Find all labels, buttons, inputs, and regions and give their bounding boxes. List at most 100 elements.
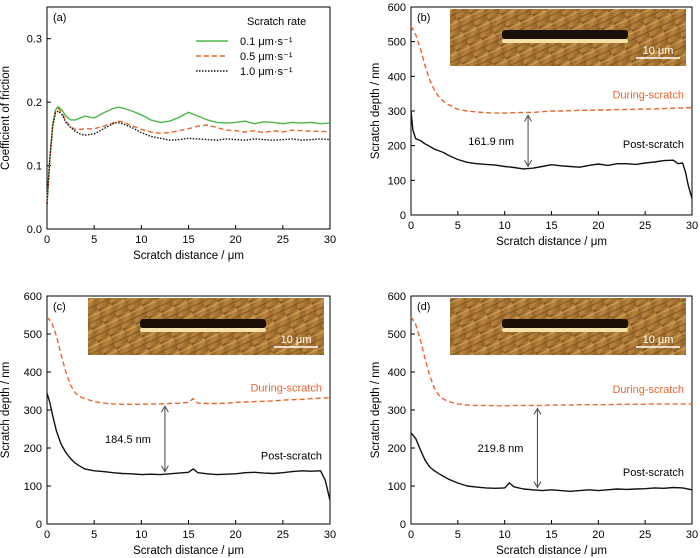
post-scratch-label-d: Post-scratch [623,467,684,479]
y-tick-label-d-1: 100 [388,481,406,493]
y-tick-label-b-2: 200 [388,141,406,153]
series-line-a-1 [46,107,331,204]
y-tick-label-a-1: 0.1 [27,161,42,173]
series-line-a-0 [46,105,331,204]
x-ticks-a: 0 5 10 15 20 25 30 [44,225,336,246]
x-axis-label-d: Scratch distance / μm [496,545,607,557]
arrowhead-up-d [533,407,542,415]
depth-annotation-d: 219.8 nm [478,407,542,489]
post-scratch-label-b: Post-scratch [623,139,684,151]
legend: Scratch rate 0.1 μm·s⁻¹ 0.5 μm·s⁻¹ 1.0 μ… [196,16,306,78]
afm-pileup-b [502,39,628,43]
y-tick-label-b-5: 500 [388,37,406,49]
y-tick-label-c-5: 500 [24,329,42,341]
y-tick-label-d-2: 200 [388,443,406,455]
series-line-b-0 [410,25,693,114]
during-scratch-label-d: During-scratch [612,384,684,396]
series-line-a-2 [46,110,331,204]
x-axis-label-a: Scratch distance / μm [133,250,244,262]
x-tick-label-c-4: 20 [230,529,242,541]
afm-pileup-c [140,328,266,332]
y-axis-label-b: Scratch depth / nm [370,63,382,160]
series-group-c [46,316,331,501]
x-tick-label-c-0: 0 [44,529,50,541]
panel-label-b: (b) [417,12,430,24]
x-tick-label-b-2: 10 [499,220,511,232]
x-tick-label-d-5: 25 [639,529,651,541]
y-tick-label-a-2: 0.2 [27,97,42,109]
x-tick-label-a-4: 20 [230,234,242,246]
legend-label-2: 1.0 μm·s⁻¹ [240,66,293,78]
series-line-d-1 [410,432,693,492]
y-tick-label-d-6: 600 [388,291,406,303]
afm-scratch-groove-c [140,319,266,328]
series-line-c-0 [46,316,331,405]
afm-scratch-groove-b [502,30,628,39]
y-tick-label-c-1: 100 [24,481,42,493]
x-tick-label-a-3: 15 [182,234,194,246]
y-tick-label-c-2: 200 [24,443,42,455]
x-axis-label-c: Scratch distance / μm [133,545,244,557]
y-ticks-c: 0 100 200 300 400 500 600 [24,291,51,531]
y-axis-label-c: Scratch depth / nm [0,362,12,459]
y-tick-label-a-0: 0.0 [27,224,42,236]
afm-pileup-d [502,328,628,332]
y-ticks-a: 0.0 0.1 0.2 0.3 [27,34,51,236]
y-tick-label-c-6: 600 [24,291,42,303]
x-tick-label-d-0: 0 [408,529,414,541]
y-tick-label-d-5: 500 [388,329,406,341]
y-tick-label-b-3: 300 [388,106,406,118]
x-ticks-d: 0 5 10 15 20 25 30 [408,520,698,541]
depth-annotation-b: 161.9 nm [468,114,533,168]
during-scratch-label-c: During-scratch [250,383,322,395]
x-tick-label-b-1: 5 [455,220,461,232]
x-tick-label-a-2: 10 [135,234,147,246]
y-axis-label-a: Coefficient of friction [0,66,12,170]
legend-label-0: 0.1 μm·s⁻¹ [240,36,293,48]
x-ticks-b: 0 5 10 15 20 25 30 [408,211,698,232]
x-tick-label-d-3: 15 [545,529,557,541]
arrowhead-down-c [160,465,169,473]
afm-inset-d: 10 μm [450,298,686,355]
x-tick-label-c-6: 30 [324,529,336,541]
x-axis-label-b: Scratch distance / μm [496,236,607,248]
x-tick-label-a-1: 5 [91,234,97,246]
y-tick-label-b-6: 600 [388,2,406,14]
y-tick-label-c-3: 300 [24,405,42,417]
x-tick-label-c-3: 15 [182,529,194,541]
during-scratch-label-b: During-scratch [612,90,684,102]
afm-inset-b: 10 μm [450,9,686,66]
y-tick-label-b-1: 100 [388,175,406,187]
x-tick-label-a-5: 25 [277,234,289,246]
y-axis-label-d: Scratch depth / nm [370,362,382,459]
x-tick-label-d-4: 20 [592,529,604,541]
x-tick-label-c-2: 10 [135,529,147,541]
series-line-d-0 [410,316,692,407]
depth-annotation-label-c: 184.5 nm [105,434,151,446]
depth-annotation-label-b: 161.9 nm [468,136,514,148]
legend-title: Scratch rate [247,16,306,28]
x-tick-label-b-5: 25 [639,220,651,232]
y-tick-label-c-4: 400 [24,367,42,379]
x-tick-label-a-0: 0 [44,234,50,246]
arrowhead-down-d [533,481,542,489]
y-tick-label-d-4: 400 [388,367,406,379]
y-tick-label-b-4: 400 [388,71,406,83]
scale-bar-label-c: 10 μm [281,334,312,346]
series-group-a [46,105,331,204]
y-tick-label-d-3: 300 [388,405,406,417]
x-tick-label-c-5: 25 [277,529,289,541]
arrowhead-up-b [524,114,533,122]
afm-inset-c: 10 μm [88,298,324,355]
x-tick-label-d-6: 30 [686,529,698,541]
panel-b: 0 5 10 15 20 25 30 0 100 200 300 400 500 600 161.9 n… [370,2,698,248]
post-scratch-label-c: Post-scratch [261,451,322,463]
y-ticks-b: 0 100 200 300 400 500 600 [388,2,415,222]
x-tick-label-b-0: 0 [408,220,414,232]
scale-bar-label-d: 10 μm [643,334,674,346]
depth-annotation-label-d: 219.8 nm [478,443,524,455]
y-tick-label-d-0: 0 [400,519,406,531]
panel-a: 0 5 10 15 20 25 30 0.0 0.1 0.2 0.3 (a) Scratch di… [0,6,336,262]
panel-d: 0 5 10 15 20 25 30 0 100 200 300 400 500 600 219.8 n… [370,291,698,557]
